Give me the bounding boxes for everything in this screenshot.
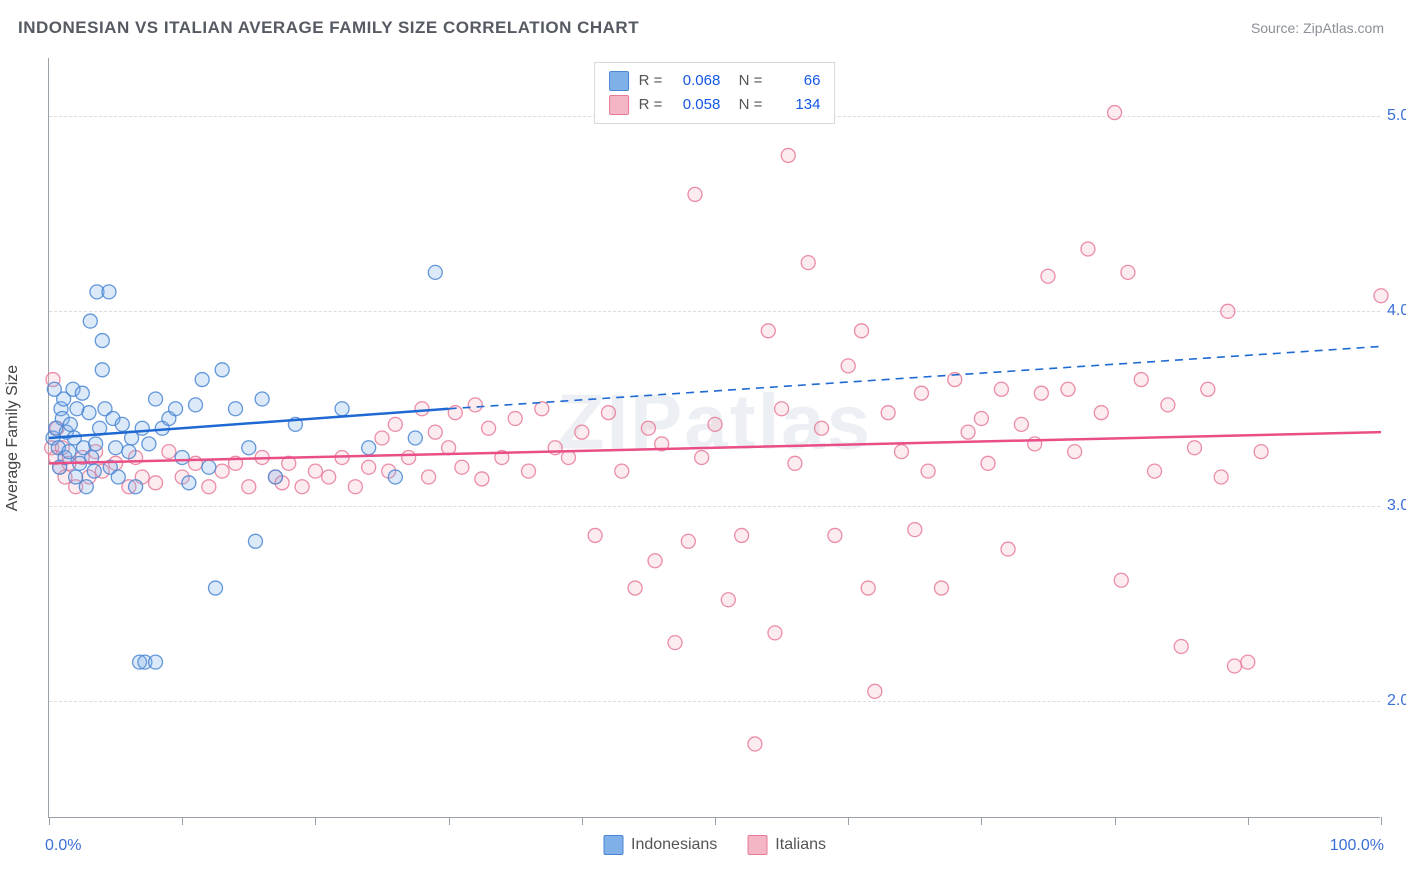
n-value-italians: 134	[772, 93, 820, 117]
y-tick-label: 3.00	[1387, 497, 1406, 515]
n-value-indonesians: 66	[772, 69, 820, 93]
r-value-indonesians: 0.068	[672, 69, 720, 93]
n-label: N =	[730, 93, 762, 117]
swatch-indonesians-icon	[603, 835, 623, 855]
r-value-italians: 0.058	[672, 93, 720, 117]
source-label: Source: ZipAtlas.com	[1251, 20, 1384, 36]
n-label: N =	[730, 69, 762, 93]
x-axis-min-label: 0.0%	[45, 837, 81, 855]
swatch-italians-icon	[609, 95, 629, 115]
stats-legend: R = 0.068 N = 66 R = 0.058 N = 134	[594, 62, 836, 124]
y-tick-label: 5.00	[1387, 107, 1406, 125]
r-label: R =	[639, 69, 663, 93]
y-tick-label: 2.00	[1387, 692, 1406, 710]
stats-row-italians: R = 0.058 N = 134	[609, 93, 821, 117]
legend-item-indonesians: Indonesians	[603, 835, 717, 855]
legend-item-italians: Italians	[747, 835, 826, 855]
legend-label-indonesians: Indonesians	[631, 836, 717, 854]
legend-label-italians: Italians	[775, 836, 826, 854]
plot-frame: Average Family Size ZIPatlas 2.003.004.0…	[48, 58, 1380, 818]
y-tick-label: 4.00	[1387, 302, 1406, 320]
stats-row-indonesians: R = 0.068 N = 66	[609, 69, 821, 93]
series-legend: Indonesians Italians	[603, 835, 826, 855]
x-axis-max-label: 100.0%	[1330, 837, 1384, 855]
scatter-plot	[49, 58, 1380, 817]
swatch-indonesians-icon	[609, 71, 629, 91]
swatch-italians-icon	[747, 835, 767, 855]
y-axis-title: Average Family Size	[4, 364, 22, 510]
chart-container: INDONESIAN VS ITALIAN AVERAGE FAMILY SIZ…	[0, 0, 1406, 892]
chart-title: INDONESIAN VS ITALIAN AVERAGE FAMILY SIZ…	[18, 18, 639, 38]
r-label: R =	[639, 93, 663, 117]
